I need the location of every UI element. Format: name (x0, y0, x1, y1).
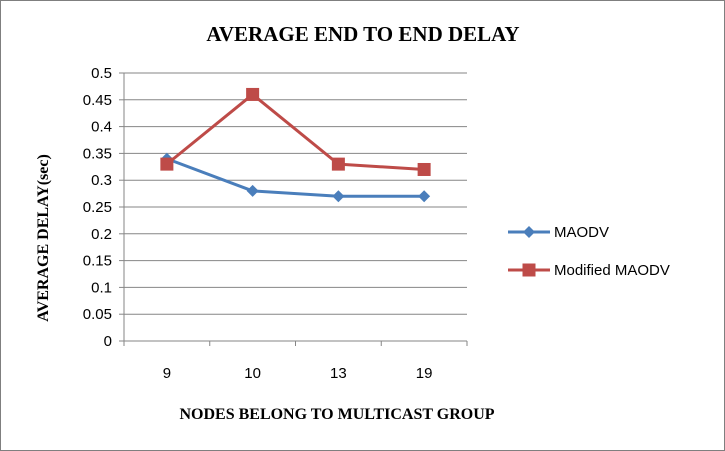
legend-marker (523, 226, 535, 238)
y-tick-label: 0.45 (83, 92, 112, 109)
x-axis-ticks: 9 10 13 19 (123, 341, 468, 382)
data-point (160, 157, 174, 171)
legend-entry: Modified MAODV (508, 262, 670, 279)
y-axis-ticks: 0 0.05 0.1 0.15 0.2 0.25 0.3 0.35 0.4 0.45 0.5 (83, 65, 124, 350)
y-tick-label: 0.3 (91, 172, 112, 189)
y-tick-label: 0.2 (91, 226, 112, 243)
x-tick-label: 9 (163, 365, 171, 382)
series-maodv (160, 152, 431, 203)
x-axis-title: NODES BELONG TO MULTICAST GROUP (179, 406, 494, 423)
x-tick-label: 19 (416, 365, 433, 382)
y-tick-label: 0.1 (91, 279, 112, 296)
axes (123, 73, 467, 342)
series-line (165, 92, 425, 171)
x-tick-label: 10 (244, 365, 261, 382)
x-tick-label: 13 (330, 365, 347, 382)
data-point (332, 190, 345, 203)
legend-entry: MAODV (508, 224, 609, 241)
chart-title: AVERAGE END TO END DELAY (206, 22, 519, 46)
legend-label: Modified MAODV (554, 262, 670, 279)
y-tick-label: 0.4 (91, 119, 112, 136)
series-group (160, 87, 431, 203)
y-tick-label: 0 (104, 333, 112, 350)
data-point (418, 190, 431, 203)
data-point (417, 162, 431, 176)
series-line (166, 157, 425, 198)
legend-marker (522, 263, 536, 277)
y-tick-label: 0.15 (83, 253, 112, 270)
y-tick-label: 0.5 (91, 65, 112, 82)
y-tick-label: 0.05 (83, 306, 112, 323)
legend-label: MAODV (554, 224, 609, 241)
data-point (246, 87, 260, 101)
legend: MAODV Modified MAODV (508, 224, 670, 279)
series-modified-maodv (160, 87, 431, 176)
y-tick-label: 0.25 (83, 199, 112, 216)
data-point (331, 157, 345, 171)
y-axis-title: AVERAGE DELAY(sec) (35, 154, 52, 322)
data-point (246, 184, 259, 197)
y-tick-label: 0.35 (83, 145, 112, 162)
